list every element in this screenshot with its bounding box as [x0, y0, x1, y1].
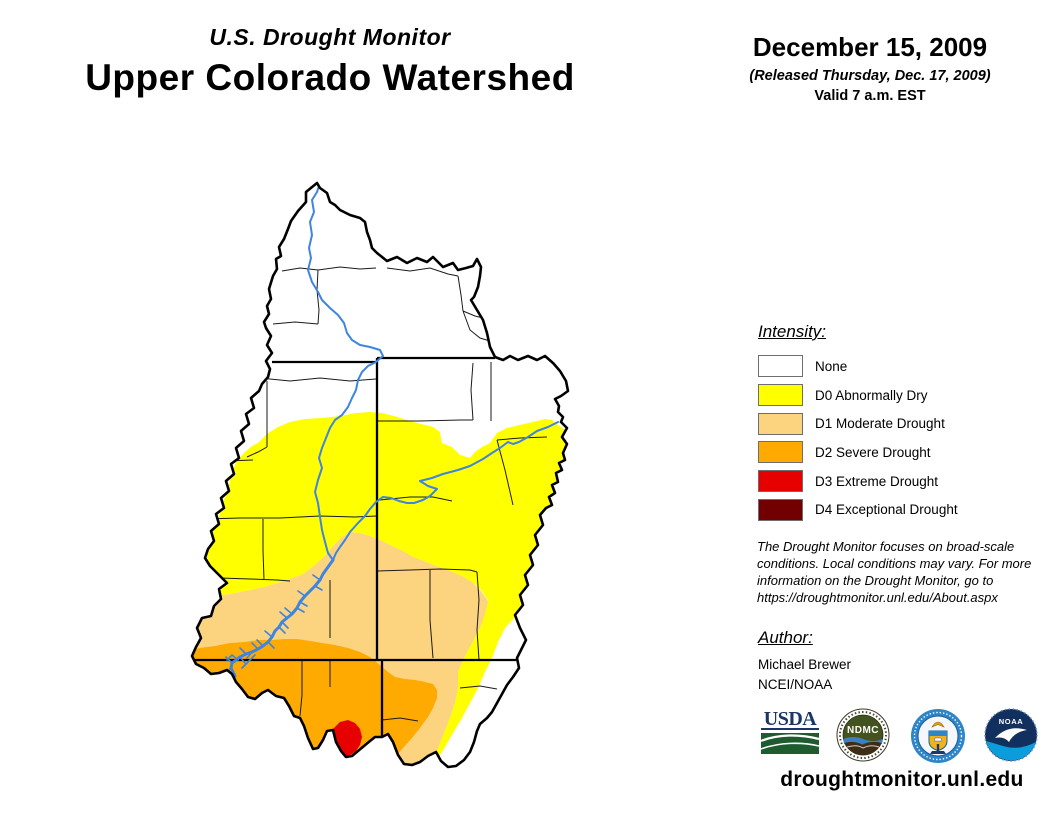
noaa-logo-text: NOAA	[999, 717, 1023, 726]
disclaimer-line: conditions. Local conditions may vary. F…	[757, 556, 1032, 571]
swatch-d0	[758, 384, 803, 407]
usda-logo-text: USDA	[764, 708, 818, 730]
date-block: December 15, 2009 (Released Thursday, De…	[718, 32, 1022, 104]
ndmc-logo-text: NDMC	[847, 725, 879, 736]
doc-seal-logo	[911, 709, 965, 763]
swatch-none	[758, 355, 803, 378]
title-block: U.S. Drought Monitor Upper Colorado Wate…	[0, 24, 660, 99]
colorado-river	[332, 421, 559, 561]
disclaimer-text: The Drought Monitor focuses on broad-sca…	[757, 538, 1049, 606]
region-d0-abnormally-dry	[192, 412, 568, 767]
disclaimer-line: The Drought Monitor focuses on broad-sca…	[757, 539, 1015, 554]
swatch-d4	[758, 498, 803, 521]
release-date: (Released Thursday, Dec. 17, 2009)	[749, 68, 991, 84]
legend-label: D0 Abnormally Dry	[815, 387, 928, 403]
swatch-d3	[758, 470, 803, 493]
legend-label: D1 Moderate Drought	[815, 416, 945, 432]
swatch-d1	[758, 412, 803, 435]
noaa-logo: NOAA	[984, 708, 1038, 762]
author-title: Author:	[758, 628, 813, 647]
intensity-legend: Intensity: None D0 Abnormally Dry D1 Mod…	[758, 322, 1048, 524]
watershed-outline	[190, 181, 570, 769]
swatch-d2	[758, 441, 803, 464]
legend-row-d4: D4 Exceptional Drought	[758, 495, 1048, 524]
disclaimer-line: information on the Drought Monitor, go t…	[757, 573, 994, 588]
usda-logo: USDA	[760, 708, 820, 754]
program-title: U.S. Drought Monitor	[209, 24, 451, 50]
disclaimer-url: https://droughtmonitor.unl.edu/About.asp…	[757, 590, 998, 605]
legend-row-none: None	[758, 352, 1048, 381]
author-org: NCEI/NOAA	[758, 677, 833, 692]
footer-url: droughtmonitor.unl.edu	[780, 768, 1024, 791]
author-block: Author: Michael Brewer NCEI/NOAA	[758, 628, 1048, 692]
region-d2-severe-drought	[192, 639, 437, 765]
legend-title: Intensity:	[758, 322, 827, 341]
agency-logos: USDA NDMC	[758, 708, 1048, 764]
legend-label: D3 Extreme Drought	[815, 473, 939, 489]
page-title: Upper Colorado Watershed	[85, 57, 575, 98]
legend-row-d3: D3 Extreme Drought	[758, 467, 1048, 496]
author-name: Michael Brewer	[758, 657, 852, 672]
ndmc-logo: NDMC	[836, 708, 890, 762]
map-date: December 15, 2009	[752, 32, 988, 62]
valid-time: Valid 7 a.m. EST	[814, 88, 926, 104]
state-lines	[192, 356, 517, 737]
legend-row-d2: D2 Severe Drought	[758, 438, 1048, 467]
legend-label: D2 Severe Drought	[815, 444, 931, 460]
green-river	[307, 183, 384, 561]
county-lines	[192, 266, 548, 722]
legend-row-d1: D1 Moderate Drought	[758, 409, 1048, 438]
legend-label: None	[815, 358, 848, 374]
legend-label: D4 Exceptional Drought	[815, 502, 958, 518]
legend-row-d0: D0 Abnormally Dry	[758, 381, 1048, 410]
